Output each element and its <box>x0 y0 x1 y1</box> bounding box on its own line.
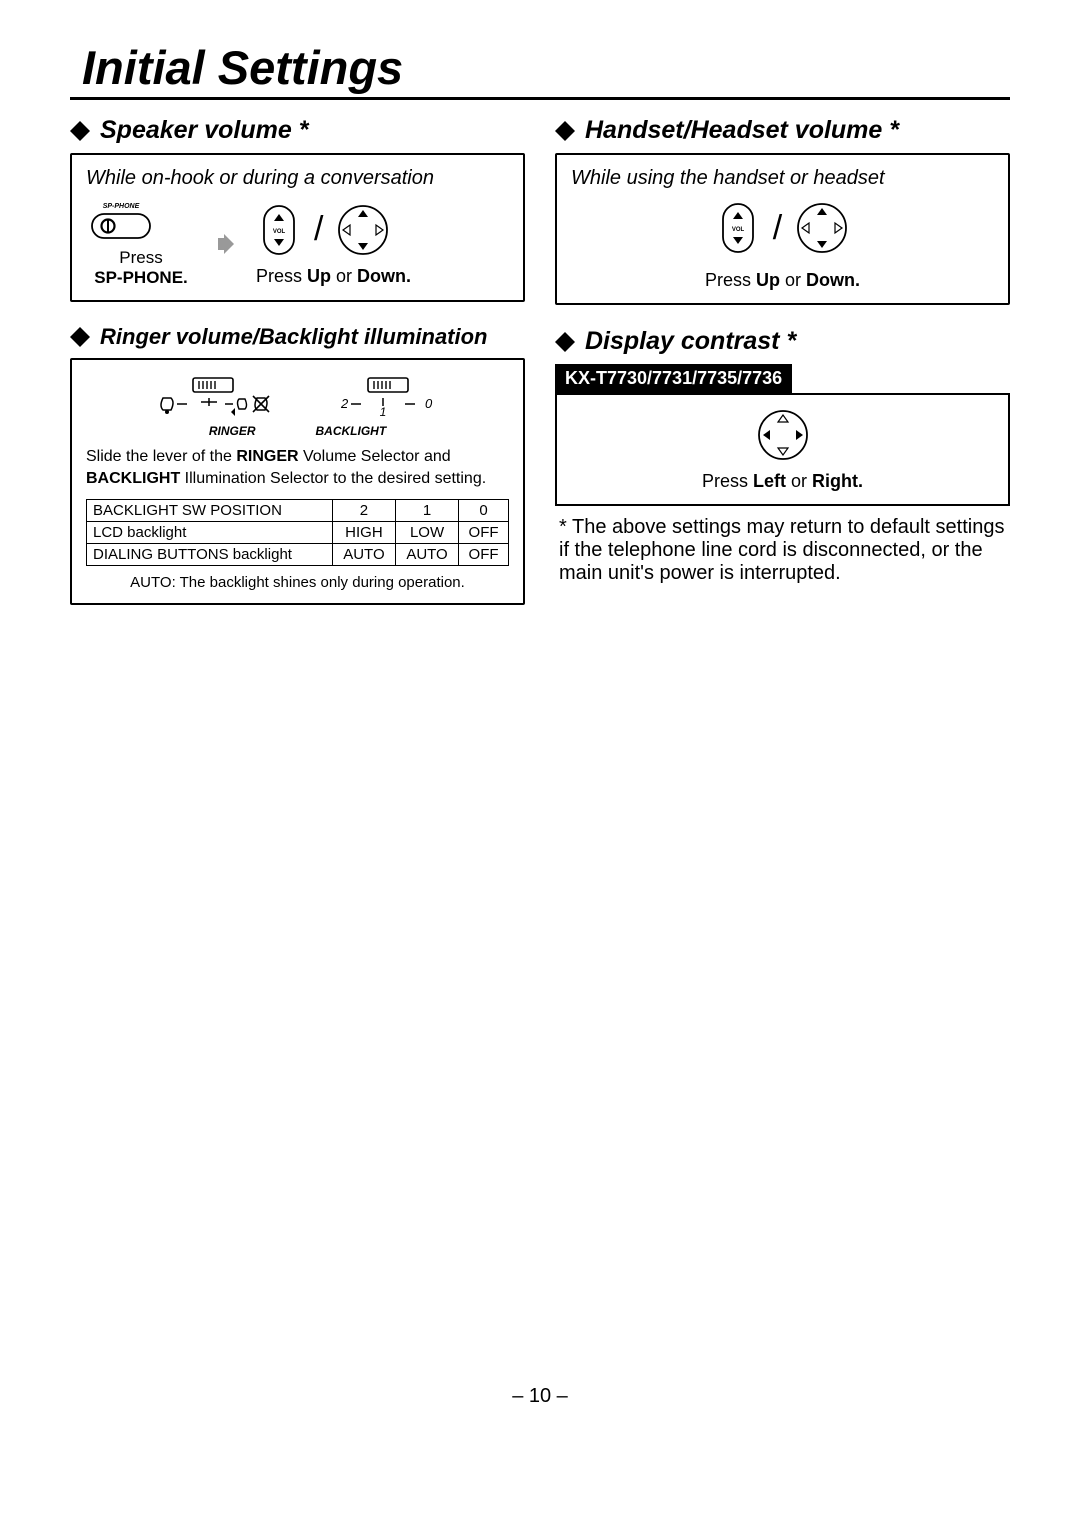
press-text: Press <box>119 248 162 267</box>
handset-instruction: While using the handset or headset <box>571 167 994 190</box>
speaker-updown-caption: Press Up or Down. <box>256 266 411 287</box>
svg-text:VOL: VOL <box>273 229 286 235</box>
vol-updown-icon: VOL <box>715 200 761 256</box>
ringer-selector-icon <box>153 376 273 418</box>
sp-phone-caption: Press SP-PHONE. <box>86 248 196 288</box>
ringer-box: 2 1 0 RINGER BACKLIGHT Slide the lever o… <box>70 358 525 605</box>
ringer-label: RINGER <box>209 424 256 438</box>
page-number: – 10 – <box>70 1385 1010 1408</box>
speaker-heading: Speaker volume * <box>100 116 308 145</box>
handset-heading-row: Handset/Headset volume * <box>555 116 1010 145</box>
contrast-caption: Press Left or Right. <box>571 471 994 492</box>
table-header: 1 <box>395 500 458 522</box>
svg-text:1: 1 <box>379 405 386 418</box>
diamond-icon <box>555 332 575 352</box>
speaker-heading-row: Speaker volume * <box>70 116 525 145</box>
footnote: * The above settings may return to defau… <box>555 516 1010 585</box>
vol-buttons-group: VOL / <box>256 202 411 258</box>
diamond-icon <box>70 327 90 347</box>
ringer-text: Slide the lever of the RINGER Volume Sel… <box>86 446 509 489</box>
slash-icon: / <box>310 210 327 249</box>
handset-caption: Press Up or Down. <box>705 270 860 291</box>
contrast-heading-row: Display contrast * <box>555 327 1010 356</box>
dpad-icon <box>794 200 850 256</box>
dpad-leftright-icon <box>755 407 811 463</box>
vol-updown-icon: VOL <box>256 202 302 258</box>
backlight-label: BACKLIGHT <box>316 424 387 438</box>
diamond-icon <box>70 121 90 141</box>
dpad-icon <box>335 202 391 258</box>
sp-phone-icon: SP-PHONE <box>86 200 156 244</box>
svg-text:0: 0 <box>425 396 433 411</box>
ringer-heading-row: Ringer volume/Backlight illumination <box>70 324 525 350</box>
table-header: BACKLIGHT SW POSITION <box>87 500 333 522</box>
footnote-text: * The above settings may return to defau… <box>555 516 1010 585</box>
contrast-box: Press Left or Right. <box>555 393 1010 506</box>
table-header: 2 <box>332 500 395 522</box>
model-bar: KX-T7730/7731/7735/7736 <box>555 364 792 393</box>
svg-text:VOL: VOL <box>732 227 745 233</box>
handset-vol-group: VOL / <box>715 200 850 256</box>
svg-text:2: 2 <box>340 396 349 411</box>
svg-text:SP-PHONE: SP-PHONE <box>103 203 140 210</box>
table-row: LCD backlight HIGH LOW OFF <box>87 522 509 544</box>
handset-box: While using the handset or headset VOL / <box>555 153 1010 305</box>
diamond-icon <box>555 121 575 141</box>
contrast-container: KX-T7730/7731/7735/7736 Press Left or Ri… <box>555 364 1010 506</box>
auto-note: AUTO: The backlight shines only during o… <box>86 574 509 591</box>
ringer-heading: Ringer volume/Backlight illumination <box>100 324 488 350</box>
sp-phone-label: SP-PHONE. <box>94 268 188 287</box>
arrow-right-icon <box>216 234 236 254</box>
title-rule <box>70 97 1010 100</box>
table-row: DIALING BUTTONS backlight AUTO AUTO OFF <box>87 544 509 566</box>
backlight-selector-icon: 2 1 0 <box>333 376 443 418</box>
table-header: 0 <box>459 500 509 522</box>
contrast-heading: Display contrast * <box>585 327 796 356</box>
speaker-box: While on-hook or during a conversation S… <box>70 153 525 302</box>
handset-heading: Handset/Headset volume * <box>585 116 899 145</box>
speaker-instruction: While on-hook or during a conversation <box>86 167 509 190</box>
page-title: Initial Settings <box>82 40 1010 95</box>
slash-icon: / <box>769 209 786 248</box>
backlight-table: BACKLIGHT SW POSITION 2 1 0 LCD backligh… <box>86 499 509 566</box>
